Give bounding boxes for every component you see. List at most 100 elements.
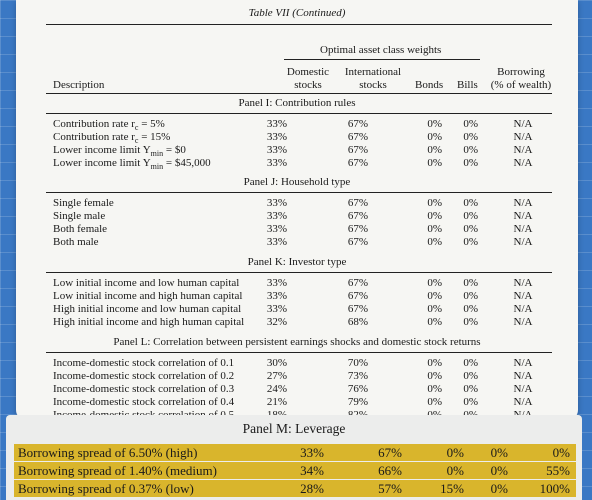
domestic-value: 33% bbox=[300, 445, 324, 460]
table-row: Single male 33% 67% 0% 0% N/A bbox=[16, 210, 578, 223]
bills-value: 0% bbox=[463, 383, 478, 395]
header-bonds: Bonds bbox=[415, 79, 444, 91]
international-value: 57% bbox=[378, 481, 402, 496]
domestic-value: 33% bbox=[266, 118, 288, 130]
international-value: 67% bbox=[347, 157, 369, 169]
international-value: 66% bbox=[378, 463, 402, 478]
domestic-value: 34% bbox=[300, 463, 324, 478]
domestic-value: 32% bbox=[266, 316, 288, 328]
panel-rule bbox=[46, 352, 552, 353]
table-row: Both male 33% 67% 0% 0% N/A bbox=[16, 236, 578, 249]
panel-title: Panel K: Investor type bbox=[247, 256, 347, 268]
row-description: High initial income and high human capit… bbox=[53, 316, 245, 328]
row-description: Income-domestic stock correlation of 0.2 bbox=[53, 370, 235, 382]
row-description: Income-domestic stock correlation of 0.4 bbox=[53, 396, 235, 408]
borrowing-value: N/A bbox=[513, 236, 533, 248]
table-caption: Table VII (Continued) bbox=[248, 7, 346, 19]
header-domestic-2: stocks bbox=[294, 79, 322, 91]
bonds-value: 0% bbox=[446, 445, 464, 460]
international-value: 82% bbox=[328, 409, 388, 420]
row-subscript: c bbox=[134, 136, 139, 146]
row-description: High initial income and low human capita… bbox=[53, 303, 242, 315]
row-description: Lower income limit Ymin = $0 bbox=[53, 144, 186, 159]
header-international-2: stocks bbox=[359, 79, 387, 91]
row-description: Contribution rate rc = 5% bbox=[53, 118, 165, 133]
bills-value: 0% bbox=[463, 223, 478, 235]
domestic-value: 27% bbox=[266, 370, 288, 382]
international-value: 67% bbox=[347, 197, 369, 209]
row-subscript: min bbox=[150, 149, 164, 159]
header-rule bbox=[46, 93, 552, 94]
row-description: Income-domestic stock correlation of 0.1 bbox=[53, 357, 235, 369]
bills-value: 0% bbox=[463, 277, 478, 289]
row-description: Income-domestic stock correlation of 0.5 bbox=[53, 409, 234, 420]
domestic-value: 24% bbox=[266, 383, 288, 395]
bills-value: 0% bbox=[463, 118, 478, 130]
table-row: Low initial income and low human capital… bbox=[16, 277, 578, 290]
panel-rule bbox=[46, 192, 552, 193]
borrowing-value: N/A bbox=[513, 223, 533, 235]
row-subscript: c bbox=[134, 123, 139, 133]
row-description: Low initial income and low human capital bbox=[53, 277, 240, 289]
bonds-value: 15% bbox=[440, 481, 464, 496]
panel-title: Panel L: Correlation between persistent … bbox=[113, 336, 481, 348]
bills-value: 0% bbox=[463, 316, 478, 328]
panel-rule bbox=[46, 272, 552, 273]
bills-value: 0% bbox=[463, 210, 478, 222]
leverage-description: Borrowing spread of 6.50% (high) bbox=[18, 445, 198, 460]
bills-value: 0% bbox=[463, 290, 478, 302]
table-row: Income-domestic stock correlation of 0.3… bbox=[16, 383, 578, 396]
borrowing-value: N/A bbox=[513, 303, 533, 315]
borrowing-value: N/A bbox=[513, 357, 533, 369]
borrowing-value: N/A bbox=[513, 290, 533, 302]
table-row: Income-domestic stock correlation of 0.4… bbox=[16, 396, 578, 409]
bills-value: 0% bbox=[463, 131, 478, 143]
international-value: 67% bbox=[347, 236, 369, 248]
row-description: Both male bbox=[53, 236, 99, 248]
domestic-value: 33% bbox=[266, 303, 288, 315]
leverage-row: Borrowing spread of 6.50% (high) 33% 67% 0%… bbox=[14, 444, 576, 461]
bonds-value: 0% bbox=[404, 409, 442, 420]
bonds-value: 0% bbox=[427, 131, 442, 143]
bills-value: 0% bbox=[490, 445, 508, 460]
bonds-value: 0% bbox=[427, 277, 442, 289]
bonds-value: 0% bbox=[427, 210, 442, 222]
bonds-value: 0% bbox=[427, 303, 442, 315]
bills-value: 0% bbox=[463, 197, 478, 209]
bonds-value: 0% bbox=[427, 236, 442, 248]
bills-value: 0% bbox=[463, 370, 478, 382]
header-domestic-1: Domestic bbox=[286, 66, 330, 78]
bonds-value: 0% bbox=[446, 463, 464, 478]
international-value: 67% bbox=[347, 303, 369, 315]
international-value: 67% bbox=[347, 210, 369, 222]
bonds-value: 0% bbox=[427, 383, 442, 395]
table-row: Low initial income and high human capita… bbox=[16, 290, 578, 303]
leverage-title: Panel M: Leverage bbox=[242, 421, 346, 436]
bills-value: 0% bbox=[490, 481, 508, 496]
domestic-value: 18% bbox=[252, 409, 302, 420]
group-underline bbox=[284, 59, 480, 60]
row-description: Single male bbox=[53, 210, 106, 222]
domestic-value: 28% bbox=[300, 481, 324, 496]
table-row: Income-domestic stock correlation of 0.5… bbox=[16, 409, 578, 420]
international-value: 67% bbox=[347, 223, 369, 235]
domestic-value: 33% bbox=[266, 157, 288, 169]
header-description: Description bbox=[53, 79, 105, 91]
table-row: High initial income and high human capit… bbox=[16, 316, 578, 329]
international-value: 67% bbox=[347, 290, 369, 302]
bills-value: 0% bbox=[463, 396, 478, 408]
borrowing-value: N/A bbox=[513, 118, 533, 130]
international-value: 67% bbox=[347, 131, 369, 143]
borrowing-value: N/A bbox=[513, 131, 533, 143]
bills-value: 0% bbox=[446, 409, 478, 420]
bonds-value: 0% bbox=[427, 396, 442, 408]
borrowing-value: N/A bbox=[513, 383, 533, 395]
borrowing-value: N/A bbox=[513, 210, 533, 222]
international-value: 79% bbox=[347, 396, 369, 408]
international-value: 76% bbox=[347, 383, 369, 395]
borrowing-value: N/A bbox=[513, 157, 533, 169]
bonds-value: 0% bbox=[427, 290, 442, 302]
borrowing-value: N/A bbox=[513, 144, 533, 156]
international-value: 68% bbox=[347, 316, 369, 328]
bonds-value: 0% bbox=[427, 370, 442, 382]
